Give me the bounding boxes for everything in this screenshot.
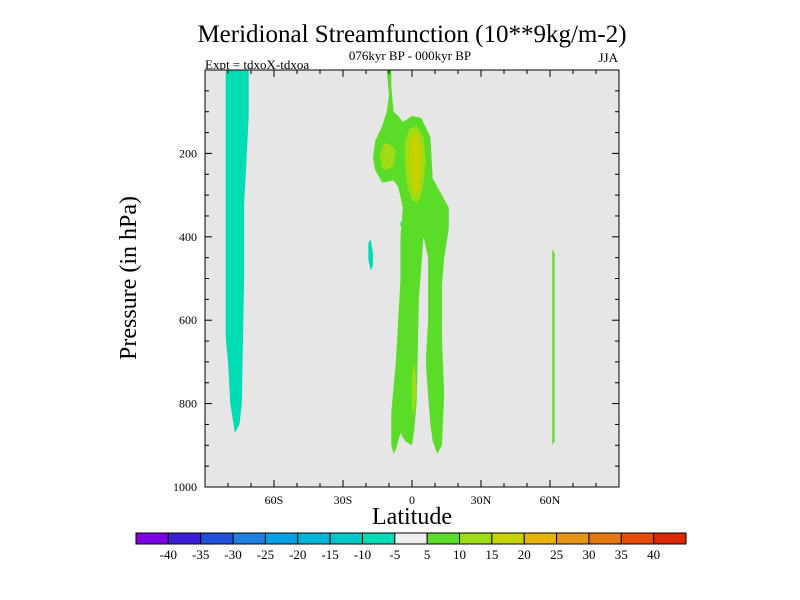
plot-area: 60S 30S 0 30N 60N 200 400 600 800 1000 [173, 69, 620, 507]
x-tick-label: 60N [540, 493, 561, 507]
chart-subtitle-right: JJA [598, 50, 618, 65]
contour-region-0 [225, 70, 249, 433]
y-axis-ticks: 200 400 600 800 1000 [173, 69, 619, 494]
colorbar-swatch [620, 532, 655, 545]
chart-title: Meridional Streamfunction (10**9kg/m-2) [197, 21, 626, 48]
chart-subtitle-center: 076kyr BP - 000kyr BP [349, 48, 471, 63]
y-axis-label: Pressure (in hPa) [116, 196, 142, 360]
y-tick-label: 800 [179, 397, 197, 411]
colorbar: -40 -35 -30 -25 -20 -15 -10 -5 5 10 15 20 25 30 35 40 [135, 532, 687, 562]
colorbar-swatch [361, 532, 396, 545]
colorbar-swatch [135, 532, 169, 545]
colorbar-label: -20 [289, 547, 306, 562]
colorbar-label: 25 [550, 547, 563, 562]
chart-subtitle-left: Expt = tdxoX-tdxoa [205, 57, 309, 72]
colorbar-swatch [426, 532, 461, 545]
colorbar-swatch [653, 532, 687, 545]
contour-region-1 [368, 238, 373, 271]
colorbar-label: 35 [615, 547, 628, 562]
x-axis-ticks: 60S 30S 0 30N 60N [204, 70, 620, 507]
contour-regions [225, 70, 555, 454]
contour-region-8 [552, 249, 555, 446]
colorbar-label: 5 [424, 547, 431, 562]
colorbar-swatch [523, 532, 558, 545]
colorbar-label: -10 [354, 547, 371, 562]
colorbar-label: -25 [257, 547, 274, 562]
colorbar-label: -15 [321, 547, 338, 562]
x-tick-label: 60S [265, 493, 284, 507]
colorbar-swatch [491, 532, 525, 545]
y-tick-label: 200 [179, 146, 197, 160]
contour-region-4 [379, 143, 396, 171]
colorbar-swatch [459, 532, 493, 545]
colorbar-label: 30 [582, 547, 595, 562]
contour-region-6 [409, 132, 422, 196]
colorbar-swatch [556, 532, 590, 545]
colorbar-swatch [297, 532, 331, 545]
colorbar-swatch [264, 532, 299, 545]
colorbar-label: 10 [453, 547, 466, 562]
x-axis-label: Latitude [372, 504, 452, 530]
contour-region-7 [412, 361, 417, 417]
x-tick-label: 0 [409, 493, 415, 507]
colorbar-swatch [394, 532, 428, 545]
colorbar-swatch [167, 532, 202, 545]
colorbar-swatch [329, 532, 363, 545]
colorbar-swatch [588, 532, 622, 545]
colorbar-label: -35 [192, 547, 209, 562]
colorbar-label: 15 [485, 547, 498, 562]
y-tick-label: 400 [179, 230, 197, 244]
y-tick-label: 600 [179, 313, 197, 327]
colorbar-swatch [232, 532, 266, 545]
colorbar-label: 20 [518, 547, 531, 562]
colorbar-label: -40 [160, 547, 177, 562]
x-tick-label: 30N [471, 493, 492, 507]
y-tick-label: 1000 [173, 480, 197, 494]
colorbar-label: -30 [224, 547, 241, 562]
colorbar-swatch [200, 532, 234, 545]
colorbar-label: 40 [647, 547, 660, 562]
colorbar-label: -5 [389, 547, 400, 562]
x-tick-label: 30S [334, 493, 353, 507]
